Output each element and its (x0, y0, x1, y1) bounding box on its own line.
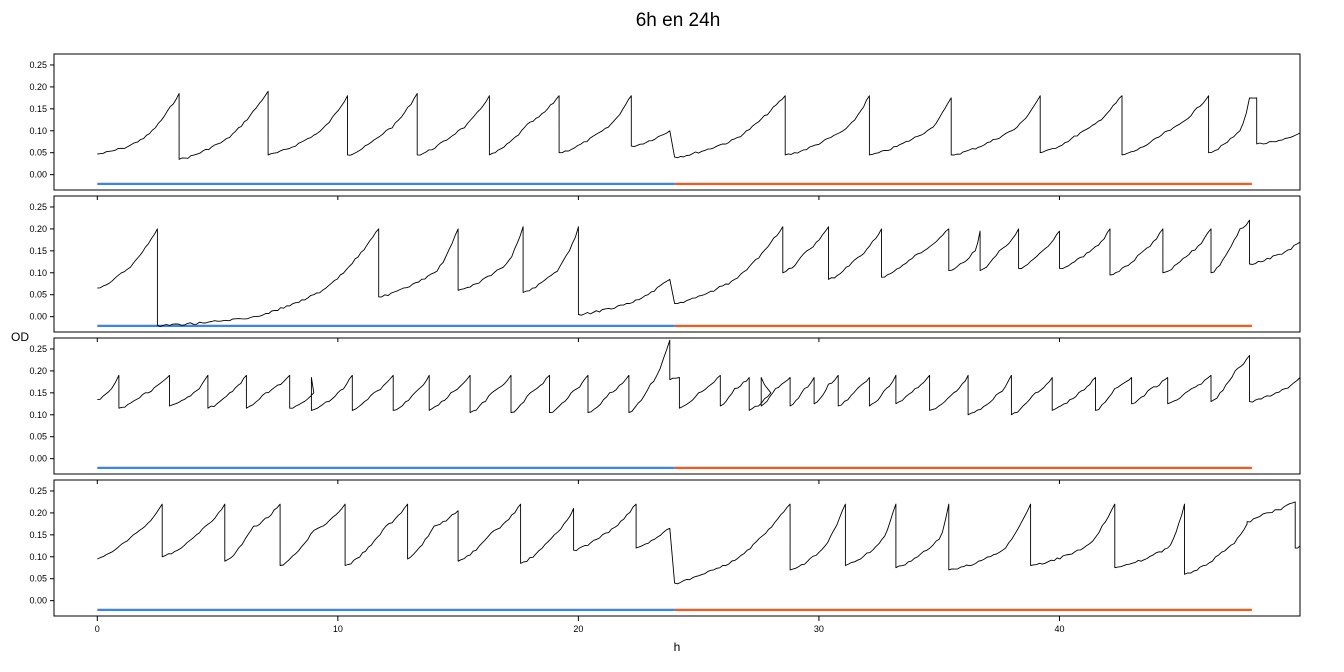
y-tick-label: 0.10 (29, 126, 47, 136)
panel-3: 0.00 0.05 0.10 0.15 0.20 0.25 (29, 337, 1301, 475)
y-tick-label: 0.00 (29, 454, 47, 464)
panel-frame (53, 479, 1301, 617)
y-tick-label: 0.10 (29, 552, 47, 562)
chart-title: 6h en 24h (636, 10, 721, 31)
x-axis: 0 10 20 30 40 (95, 616, 1064, 634)
x-tick-label: 30 (814, 624, 824, 634)
y-tick-label: 0.15 (29, 388, 47, 398)
y-tick-label: 0.25 (29, 344, 47, 354)
y-tick-label: 0.10 (29, 410, 47, 420)
y-tick-label: 0.05 (29, 574, 47, 584)
od-series-line (97, 219, 1301, 327)
y-tick-label: 0.10 (29, 268, 47, 278)
x-tick-label: 10 (333, 624, 343, 634)
y-tick-label: 0.05 (29, 290, 47, 300)
od-series-line (97, 90, 1301, 160)
panel-1: 0.00 0.05 0.10 0.15 0.20 0.25 (29, 53, 1301, 191)
y-tick-label: 0.25 (29, 60, 47, 70)
y-axis-label: OD (11, 330, 29, 344)
y-tick-label: 0.00 (29, 312, 47, 322)
panels-group: 0.00 0.05 0.10 0.15 0.20 0.25 0.00 0.05 0.10 0.15… (29, 53, 1301, 617)
y-tick-label: 0.15 (29, 530, 47, 540)
y-tick-label: 0.25 (29, 486, 47, 496)
y-tick-label: 0.20 (29, 508, 47, 518)
x-axis-label: h (674, 640, 681, 654)
panel-frame (53, 195, 1301, 333)
y-tick-label: 0.20 (29, 224, 47, 234)
x-tick-label: 40 (1054, 624, 1064, 634)
x-tick-label: 20 (573, 624, 583, 634)
panel-frame (53, 53, 1301, 191)
y-tick-label: 0.20 (29, 366, 47, 376)
y-tick-label: 0.05 (29, 432, 47, 442)
od-series-line (97, 339, 1301, 416)
y-tick-label: 0.00 (29, 596, 47, 606)
y-tick-label: 0.15 (29, 104, 47, 114)
y-tick-label: 0.00 (29, 170, 47, 180)
od-series-line (97, 501, 1301, 585)
y-tick-label: 0.20 (29, 82, 47, 92)
y-tick-label: 0.05 (29, 148, 47, 158)
y-tick-label: 0.15 (29, 246, 47, 256)
panel-4: 0.00 0.05 0.10 0.15 0.20 0.25 (29, 479, 1301, 617)
y-tick-label: 0.25 (29, 202, 47, 212)
panel-frame (53, 337, 1301, 475)
x-tick-label: 0 (95, 624, 100, 634)
panel-2: 0.00 0.05 0.10 0.15 0.20 0.25 (29, 195, 1301, 333)
